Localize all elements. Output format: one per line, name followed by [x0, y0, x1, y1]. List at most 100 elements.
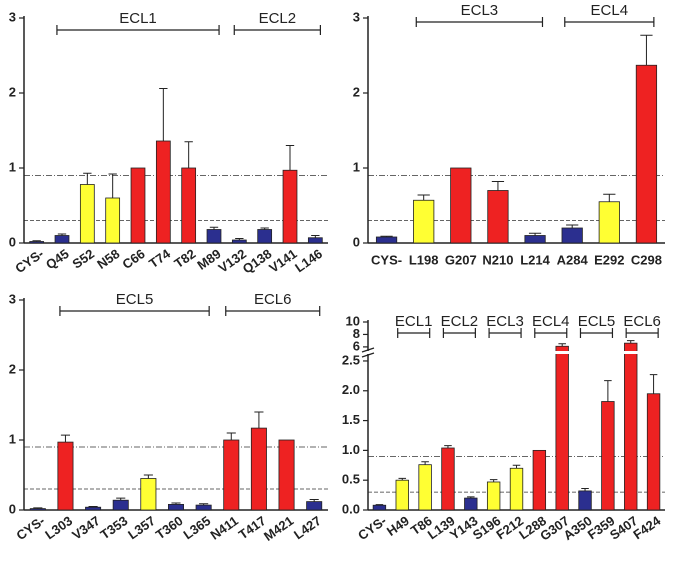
panel: 0.00.51.01.52.02.56810CYS-H49T86L139Y143…	[342, 313, 665, 544]
brackets: ECL1 ECL2	[56, 10, 321, 35]
error-bar	[558, 343, 566, 347]
error-bar	[581, 488, 589, 491]
x-tick-label: N58	[94, 246, 122, 272]
bar	[307, 237, 323, 244]
bracket	[564, 17, 655, 27]
bar	[450, 167, 472, 244]
x-tick-label: Q45	[43, 246, 72, 272]
x-tick-label: C298	[631, 252, 662, 267]
error-bar	[375, 504, 384, 506]
bar	[130, 167, 146, 244]
error-bar	[417, 194, 430, 201]
bracket-label: ECL3	[486, 313, 524, 330]
bar	[555, 345, 569, 511]
error-bar	[467, 496, 475, 499]
bar	[206, 229, 222, 244]
error-bar	[171, 502, 181, 505]
bar	[140, 478, 157, 511]
bracket	[225, 306, 321, 316]
bracket-label: ECL2	[441, 313, 479, 330]
axis-break-mark	[361, 352, 375, 358]
bar	[223, 439, 240, 511]
bracket	[579, 328, 614, 338]
y-tick-label: 10	[346, 313, 360, 328]
bracket	[442, 328, 476, 338]
y-tick-label: 3	[353, 9, 360, 24]
y-tick-label: 2.5	[342, 352, 360, 367]
x-tick-label: M421	[261, 513, 296, 544]
y-tick-label: 0	[9, 501, 16, 516]
x-tick-label: CYS-	[371, 252, 402, 267]
x-tick-label: L303	[42, 513, 75, 542]
x-tick-label: L427	[291, 513, 324, 542]
error-bar	[566, 224, 579, 228]
bracket	[397, 328, 431, 338]
y-tick-label: 2	[353, 84, 360, 99]
bar	[578, 490, 592, 511]
bar	[29, 508, 46, 511]
x-tick-label: G207	[445, 252, 477, 267]
bracket	[625, 328, 659, 338]
error-bar	[88, 506, 98, 508]
bracket-label: ECL5	[116, 291, 154, 308]
error-bar	[421, 461, 429, 465]
error-bar	[311, 235, 320, 238]
x-tick-label: L357	[125, 513, 158, 542]
axis-break-gap	[362, 351, 374, 354]
y-tick-label: 1.0	[342, 442, 360, 457]
x-tick-label: CYS-	[13, 513, 47, 543]
panel: 0123CYS-Q45S52N58C66T74T82M89V132Q138V14…	[9, 9, 328, 277]
error-bar	[285, 145, 295, 171]
bracket-label: ECL6	[254, 291, 292, 308]
x-tick-label: N210	[482, 252, 513, 267]
y-tick-label: 1.5	[342, 412, 360, 427]
y-tick-label: 1	[9, 431, 16, 446]
bar	[250, 427, 267, 511]
bar	[257, 229, 273, 244]
y-tick-label: 6	[353, 338, 360, 353]
y-tick-label: 2	[9, 361, 16, 376]
bar	[418, 464, 432, 511]
brackets: ECL1 ECL2 ECL3 ECL4 ECL5 ECL6	[395, 313, 661, 338]
error-bar	[108, 173, 117, 198]
bar	[195, 504, 212, 511]
bar	[282, 169, 298, 244]
bracket	[415, 17, 544, 27]
bar	[524, 235, 546, 244]
error-bar	[226, 432, 236, 440]
bar	[155, 140, 171, 244]
bar-break	[554, 351, 570, 354]
x-tick-label: T74	[146, 246, 174, 272]
bracket-label: ECL3	[461, 2, 499, 19]
brackets: ECL3 ECL4	[415, 2, 655, 27]
bracket-label: ECL4	[591, 2, 629, 19]
bracket	[534, 328, 568, 338]
x-tick-label: L198	[409, 252, 439, 267]
error-bar	[489, 479, 498, 482]
bar	[181, 167, 197, 244]
error-bar	[260, 227, 269, 230]
error-bar	[235, 238, 244, 240]
bar	[105, 197, 121, 244]
bracket-label: ECL4	[532, 313, 570, 330]
error-bar	[309, 499, 319, 502]
bar	[487, 190, 509, 244]
error-bar	[159, 88, 168, 141]
bar	[29, 241, 45, 244]
bar	[112, 499, 129, 511]
y-tick-label: 0.5	[342, 472, 360, 487]
error-bar	[603, 193, 616, 202]
bracket	[59, 306, 210, 316]
error-bar	[512, 464, 521, 469]
y-tick-label: 8	[353, 326, 360, 341]
error-bar	[143, 474, 153, 479]
bracket-label: ECL6	[623, 313, 661, 330]
y-tick-label: 1	[9, 159, 16, 174]
bar	[231, 239, 247, 244]
bar	[635, 64, 658, 244]
y-tick-label: 1	[353, 159, 360, 174]
bar	[306, 501, 323, 511]
y-tick-label: 0	[9, 234, 16, 249]
error-bar	[398, 477, 407, 481]
error-bar	[209, 226, 219, 230]
